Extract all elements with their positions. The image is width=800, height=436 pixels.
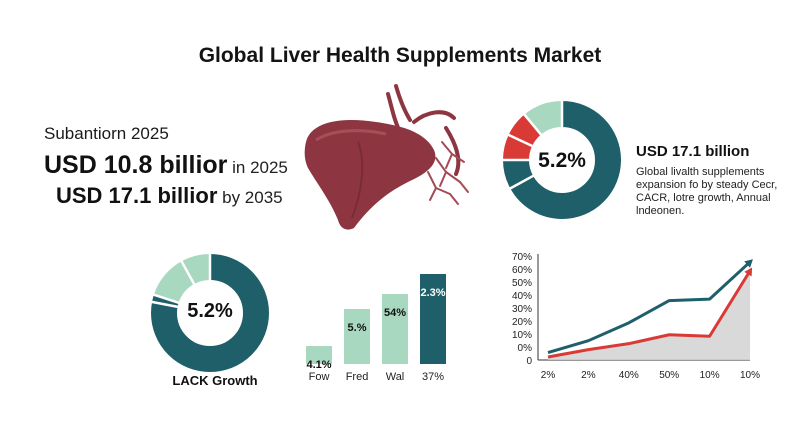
line-chart-series-0: [547, 260, 752, 355]
line-chart-y-tick-0: 0: [526, 356, 532, 367]
donut-left-separator-1: [150, 300, 179, 309]
donut-left-separator-3: [179, 259, 196, 286]
headline-2025-suffix: in 2025: [227, 158, 288, 177]
bar-data-label-3: 2.3%: [420, 287, 445, 299]
line-chart: 0 0% 10% 20% 30% 40% 50% 60% 70% 2% 2% 40% 50% 10% 10%: [512, 252, 760, 381]
donut-top-separator-4: [522, 112, 543, 137]
headline-2025: USD 10.8 billior in 2025: [44, 151, 288, 180]
donut-top-separator-3: [507, 133, 534, 148]
line-chart-arrowhead-1: [744, 267, 753, 277]
headline-2035-suffix: by 2035: [217, 188, 283, 207]
line-chart-y-tick-5: 40%: [512, 291, 532, 302]
bar-data-label-1: 5.%: [348, 322, 367, 334]
donut-left-separator-2: [152, 293, 180, 305]
donut-chart-top: [502, 100, 621, 219]
bar-1: [344, 309, 370, 364]
donut-top-center-label: 5.2%: [538, 149, 586, 172]
line-chart-series-1: [547, 270, 752, 359]
bar-category-label-2: Wal: [386, 371, 405, 383]
line-chart-x-tick-2: 40%: [619, 370, 639, 381]
line-chart-x-tick-1: 2%: [581, 370, 596, 381]
subline-text: Subantiorn 2025: [44, 124, 169, 143]
bar-data-label-0: 4.1%: [306, 359, 331, 371]
line-chart-y-tick-4: 30%: [512, 304, 532, 315]
line-chart-area-1: [548, 270, 750, 360]
line-chart-y-tick-6: 50%: [512, 278, 532, 289]
line-chart-y-tick-1: 0%: [518, 343, 533, 354]
donut-left-caption: LACK Growth: [172, 373, 258, 388]
line-chart-y-tick-3: 20%: [512, 317, 532, 328]
line-chart-y-tick-2: 10%: [512, 330, 532, 341]
donut-left-center-label: 5.2%: [187, 300, 233, 322]
headline-2025-value: USD 10.8 billior: [44, 151, 228, 179]
bar-category-label-1: Fred: [346, 371, 369, 383]
bar-data-label-2: 54%: [384, 307, 406, 319]
line-chart-arrowhead-0: [744, 259, 753, 268]
bar-2: [382, 294, 408, 364]
top-value-label: USD 17.1 billion: [636, 143, 750, 160]
top-description: Global livalth supplements expansion fo …: [636, 166, 778, 217]
headline-2035-value: USD 17.1 billior: [56, 183, 218, 208]
donut-top-separator-1: [508, 174, 535, 191]
page-title: Global Liver Health Supplements Market: [198, 44, 602, 67]
bar-3: [420, 274, 446, 364]
bar-category-label-3: 37%: [422, 371, 444, 383]
line-chart-x-tick-0: 2%: [541, 370, 556, 381]
donut-chart-left: [150, 253, 269, 372]
line-chart-y-tick-7: 60%: [512, 265, 532, 276]
bar-category-label-0: Fow: [309, 371, 330, 383]
headline-2035: USD 17.1 billior by 2035: [56, 183, 283, 209]
liver-illustration: [304, 84, 469, 230]
bar-0: [306, 346, 332, 364]
bar-chart: 4.1%Fow 5.% Fred 54% Wal 2.3% 37%: [306, 274, 446, 383]
line-chart-y-tick-8: 70%: [512, 252, 532, 263]
line-chart-x-tick-3: 50%: [659, 370, 679, 381]
line-chart-x-tick-5: 10%: [740, 370, 760, 381]
line-chart-x-tick-4: 10%: [700, 370, 720, 381]
